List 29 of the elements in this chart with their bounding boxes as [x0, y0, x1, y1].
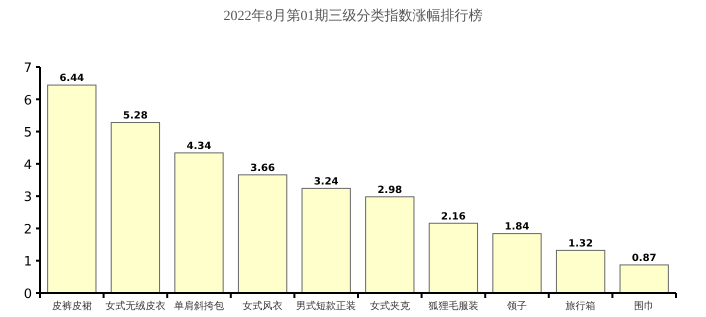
y-tick-label: 5	[24, 126, 32, 141]
x-tick-label: 领子	[507, 300, 527, 312]
x-tick-label: 女式无绒皮衣	[105, 300, 166, 312]
data-label: 2.98	[377, 184, 402, 196]
x-tick-label: 女式风衣	[242, 300, 283, 312]
y-tick-label: 0	[24, 287, 32, 302]
data-label: 3.24	[314, 176, 339, 188]
x-tick-label: 旅行箱	[566, 300, 596, 312]
data-label: 1.32	[568, 238, 593, 250]
y-tick-label: 3	[24, 190, 32, 206]
y-tick-label: 6	[24, 93, 32, 108]
y-tick-label: 1	[24, 254, 32, 270]
x-tick-label: 单肩斜挎包	[174, 300, 224, 312]
data-label: 2.16	[441, 211, 466, 222]
y-tick-label: 2	[24, 222, 32, 238]
x-tick-label: 女式夹克	[370, 300, 410, 312]
y-tick-label: 7	[24, 61, 32, 76]
data-label: 3.66	[250, 162, 275, 174]
x-tick-label: 男式短款正装	[296, 300, 356, 312]
x-tick-label: 围巾	[634, 300, 654, 312]
data-label: 6.44	[59, 73, 84, 84]
data-label: 0.87	[632, 252, 657, 264]
data-label: 5.28	[123, 110, 148, 122]
chart-title: 2022年8月第01期三级分类指数涨幅排行榜	[224, 8, 482, 24]
data-label: 4.34	[186, 140, 212, 152]
data-label: 1.84	[504, 222, 530, 233]
x-tick-label: 狐狸毛服装	[428, 300, 478, 312]
y-tick-label: 4	[24, 158, 32, 173]
x-tick-label: 皮裤皮裙	[52, 300, 92, 312]
